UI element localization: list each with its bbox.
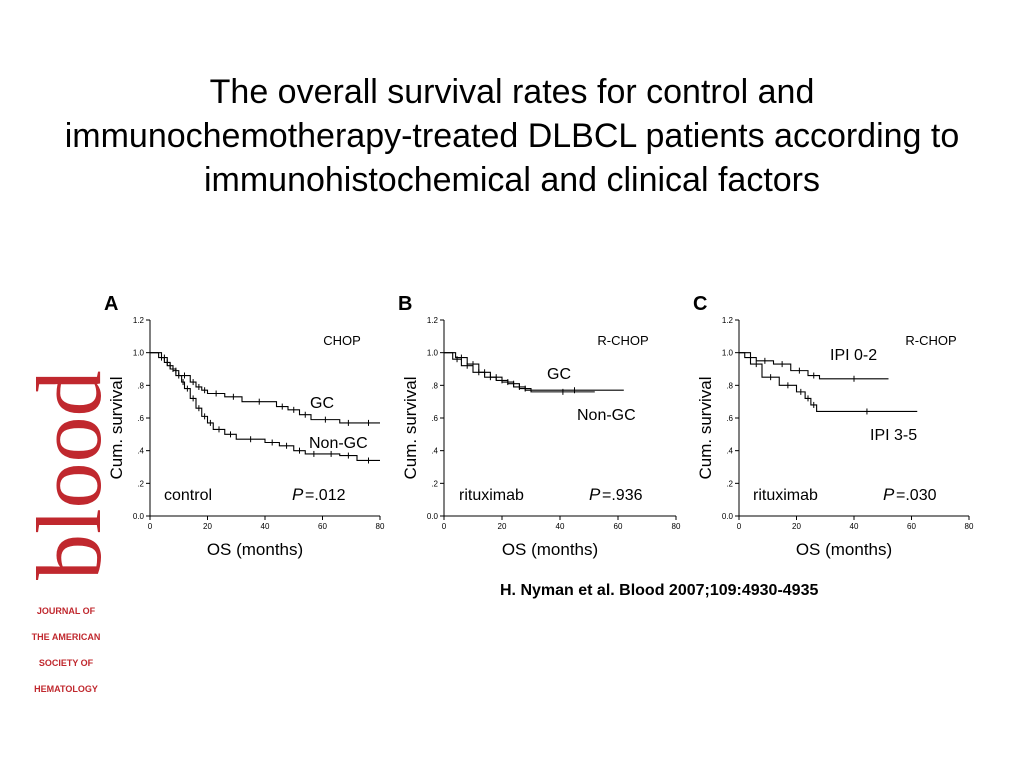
y-tick-label: 1.0 xyxy=(427,349,439,358)
p-label: P xyxy=(883,485,895,504)
y-tick-label: .4 xyxy=(431,447,438,456)
y-tick-label: .8 xyxy=(431,381,438,390)
y-tick-label: .6 xyxy=(137,414,144,423)
y-tick-label: .6 xyxy=(431,414,438,423)
x-tick-label: 0 xyxy=(442,522,447,531)
logo-line-4: HEMATOLOGY xyxy=(34,684,98,694)
series-label: IPI 0-2 xyxy=(830,347,877,364)
y-tick-label: .2 xyxy=(137,479,144,488)
y-tick-label: .6 xyxy=(726,414,733,423)
x-tick-label: 0 xyxy=(737,522,742,531)
group-label: rituximab xyxy=(753,487,818,504)
p-label: P xyxy=(589,485,601,504)
x-axis-label: OS (months) xyxy=(502,540,598,559)
panel-letter: B xyxy=(398,293,412,315)
x-axis-label: OS (months) xyxy=(796,540,892,559)
y-tick-label: .2 xyxy=(726,479,733,488)
p-value: =.030 xyxy=(896,487,937,504)
y-tick-label: 0.0 xyxy=(133,512,145,521)
series-label: GC xyxy=(547,366,571,383)
y-tick-label: .2 xyxy=(431,479,438,488)
y-tick-label: 1.2 xyxy=(427,316,439,325)
x-tick-label: 80 xyxy=(672,522,681,531)
x-tick-label: 40 xyxy=(556,522,565,531)
logo-line-2: THE AMERICAN xyxy=(32,632,101,642)
y-axis-label: Cum. survival xyxy=(401,377,420,480)
x-tick-label: 20 xyxy=(792,522,801,531)
survival-curve-2 xyxy=(444,352,595,393)
y-tick-label: 1.0 xyxy=(133,349,145,358)
survival-curve-2 xyxy=(739,352,918,413)
series-label: IPI 3-5 xyxy=(870,427,917,444)
y-tick-label: 0.0 xyxy=(427,512,439,521)
y-axis-label: Cum. survival xyxy=(107,377,126,480)
group-label: rituximab xyxy=(459,487,524,504)
x-tick-label: 60 xyxy=(318,522,327,531)
x-tick-label: 80 xyxy=(376,522,385,531)
x-tick-label: 60 xyxy=(907,522,916,531)
logo-wordmark: blood xyxy=(18,370,120,580)
survival-curve-2 xyxy=(150,352,380,462)
series-label: Non-GC xyxy=(577,407,636,424)
p-label: P xyxy=(292,485,304,504)
logo-line-3: SOCIETY OF xyxy=(39,658,94,668)
panel-letter: A xyxy=(104,293,118,315)
y-tick-label: .8 xyxy=(726,381,733,390)
survival-curve-1 xyxy=(444,352,624,391)
x-tick-label: 40 xyxy=(850,522,859,531)
y-tick-label: .8 xyxy=(137,381,144,390)
p-value: =.012 xyxy=(305,487,346,504)
group-label: control xyxy=(164,487,212,504)
logo-line-1: JOURNAL OF xyxy=(37,606,96,616)
x-tick-label: 20 xyxy=(203,522,212,531)
y-axis-label: Cum. survival xyxy=(696,377,715,480)
panel-letter: C xyxy=(693,293,707,315)
y-tick-label: .4 xyxy=(137,447,144,456)
series-label: Non-GC xyxy=(309,435,368,452)
slide-title: The overall survival rates for control a… xyxy=(64,73,960,199)
x-tick-label: 60 xyxy=(614,522,623,531)
y-tick-label: .4 xyxy=(726,447,733,456)
x-tick-label: 0 xyxy=(148,522,153,531)
series-label: GC xyxy=(310,395,334,412)
y-tick-label: 1.2 xyxy=(722,316,734,325)
regimen-label: CHOP xyxy=(323,333,361,348)
y-tick-label: 1.0 xyxy=(722,349,734,358)
x-tick-label: 40 xyxy=(261,522,270,531)
regimen-label: R-CHOP xyxy=(905,333,956,348)
y-tick-label: 0.0 xyxy=(722,512,734,521)
regimen-label: R-CHOP xyxy=(597,333,648,348)
citation: H. Nyman et al. Blood 2007;109:4930-4935 xyxy=(500,582,819,599)
p-value: =.936 xyxy=(602,487,643,504)
blood-journal-logo: blood JOURNAL OF THE AMERICAN SOCIETY OF… xyxy=(18,322,120,748)
x-tick-label: 20 xyxy=(498,522,507,531)
x-tick-label: 80 xyxy=(965,522,974,531)
x-axis-label: OS (months) xyxy=(207,540,303,559)
y-tick-label: 1.2 xyxy=(133,316,145,325)
